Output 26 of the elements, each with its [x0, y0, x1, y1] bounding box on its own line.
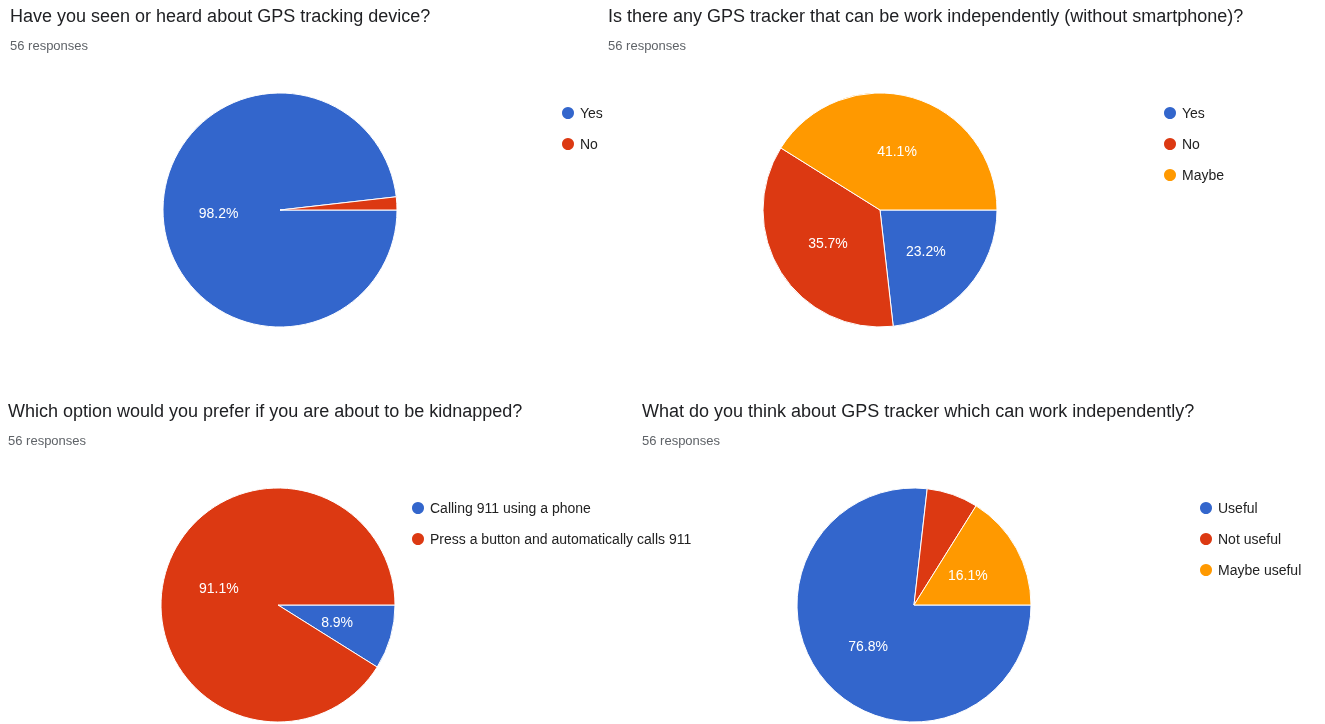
legend-label: No	[1182, 136, 1201, 152]
text: 56 responses	[608, 38, 687, 53]
chart-title: What do you think about GPS tracker which can work independently?	[642, 401, 1195, 422]
text: 56 responses	[642, 433, 721, 448]
legend-label: Useful	[1218, 500, 1258, 516]
data-label: 16.1%	[947, 567, 988, 584]
legend-label: Maybe useful	[1218, 562, 1302, 578]
text: 56 responses	[10, 38, 89, 53]
legend-label: Calling 911 using a phone	[430, 500, 592, 516]
legend-label: No	[580, 136, 599, 152]
chart-title: Which option would you prefer if you are about to be kidnapped?	[8, 401, 523, 422]
legend-label: Maybe	[1182, 167, 1225, 183]
chart-title: Is there any GPS tracker that can be work independently (without smartphone)?	[608, 6, 1244, 27]
legend-label: Yes	[1182, 105, 1205, 121]
text: 56 responses	[8, 433, 87, 448]
legend-label: Press a button and automatically calls 911	[430, 531, 692, 547]
data-label: 98.2%	[198, 205, 239, 222]
legend-label: Yes	[580, 105, 603, 121]
data-label: 35.7%	[808, 234, 848, 251]
chart-title: Have you seen or heard about GPS tracking device?	[10, 6, 431, 27]
data-label: 23.2%	[906, 242, 946, 259]
legend-label: Not useful	[1218, 531, 1282, 547]
data-label: 91.1%	[199, 580, 239, 597]
data-label: 41.1%	[877, 142, 917, 159]
data-label: 76.8%	[848, 637, 888, 654]
data-label: 8.9%	[321, 613, 354, 630]
